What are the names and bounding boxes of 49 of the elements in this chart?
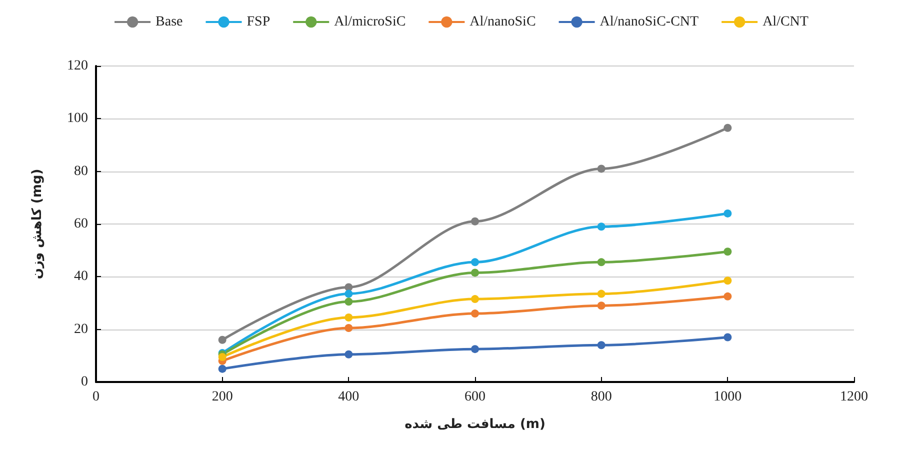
- point: [471, 258, 479, 266]
- x-tick-label: 400: [338, 390, 360, 404]
- legend-label: Al/nanoSiC-CNT: [600, 14, 700, 30]
- point: [471, 217, 479, 226]
- point: [344, 283, 353, 292]
- x-tick-label: 200: [212, 390, 233, 404]
- point: [724, 248, 732, 256]
- point: [344, 324, 353, 332]
- point: [597, 341, 606, 350]
- y-tick-label: 80: [74, 164, 88, 179]
- legend-label: Al/nanoSiC: [470, 14, 536, 30]
- point: [597, 302, 606, 310]
- point: [471, 345, 479, 354]
- point: [471, 268, 479, 277]
- x-tick-label: 800: [590, 390, 612, 404]
- point: [597, 290, 606, 298]
- point: [724, 209, 732, 218]
- y-tick-label: 20: [74, 322, 88, 337]
- point: [471, 310, 479, 318]
- x-tick-label: 1000: [714, 390, 742, 404]
- y-tick-label: 40: [74, 269, 88, 284]
- point: [471, 295, 479, 304]
- y-tick-label: 60: [74, 216, 88, 232]
- legend-label: Al/CNT: [762, 14, 809, 30]
- point: [597, 222, 606, 231]
- point: [597, 164, 606, 173]
- legend-label: FSP: [246, 14, 270, 30]
- point: [344, 298, 353, 306]
- x-tick-label: 600: [464, 390, 486, 404]
- point: [218, 352, 226, 361]
- point: [344, 350, 353, 358]
- y-tick-label: 120: [67, 58, 88, 74]
- y-tick-label: 100: [67, 111, 88, 126]
- point: [218, 336, 226, 344]
- x-tick-label: 0: [92, 390, 100, 404]
- point: [344, 313, 353, 322]
- point: [724, 292, 732, 300]
- x-tick-label: 1200: [840, 390, 868, 404]
- y-tick-label: 0: [81, 374, 88, 390]
- point: [344, 290, 353, 298]
- x-axis-title: مسافت طی شده (m): [404, 417, 546, 432]
- point: [724, 276, 732, 285]
- point: [218, 364, 226, 373]
- legend-label: Base: [156, 14, 183, 30]
- point: [597, 258, 606, 266]
- point: [724, 124, 732, 132]
- y-axis-title: کاهش وزن (mg): [30, 168, 45, 280]
- legend-label: Al/microSiC: [334, 14, 406, 30]
- point: [724, 333, 732, 342]
